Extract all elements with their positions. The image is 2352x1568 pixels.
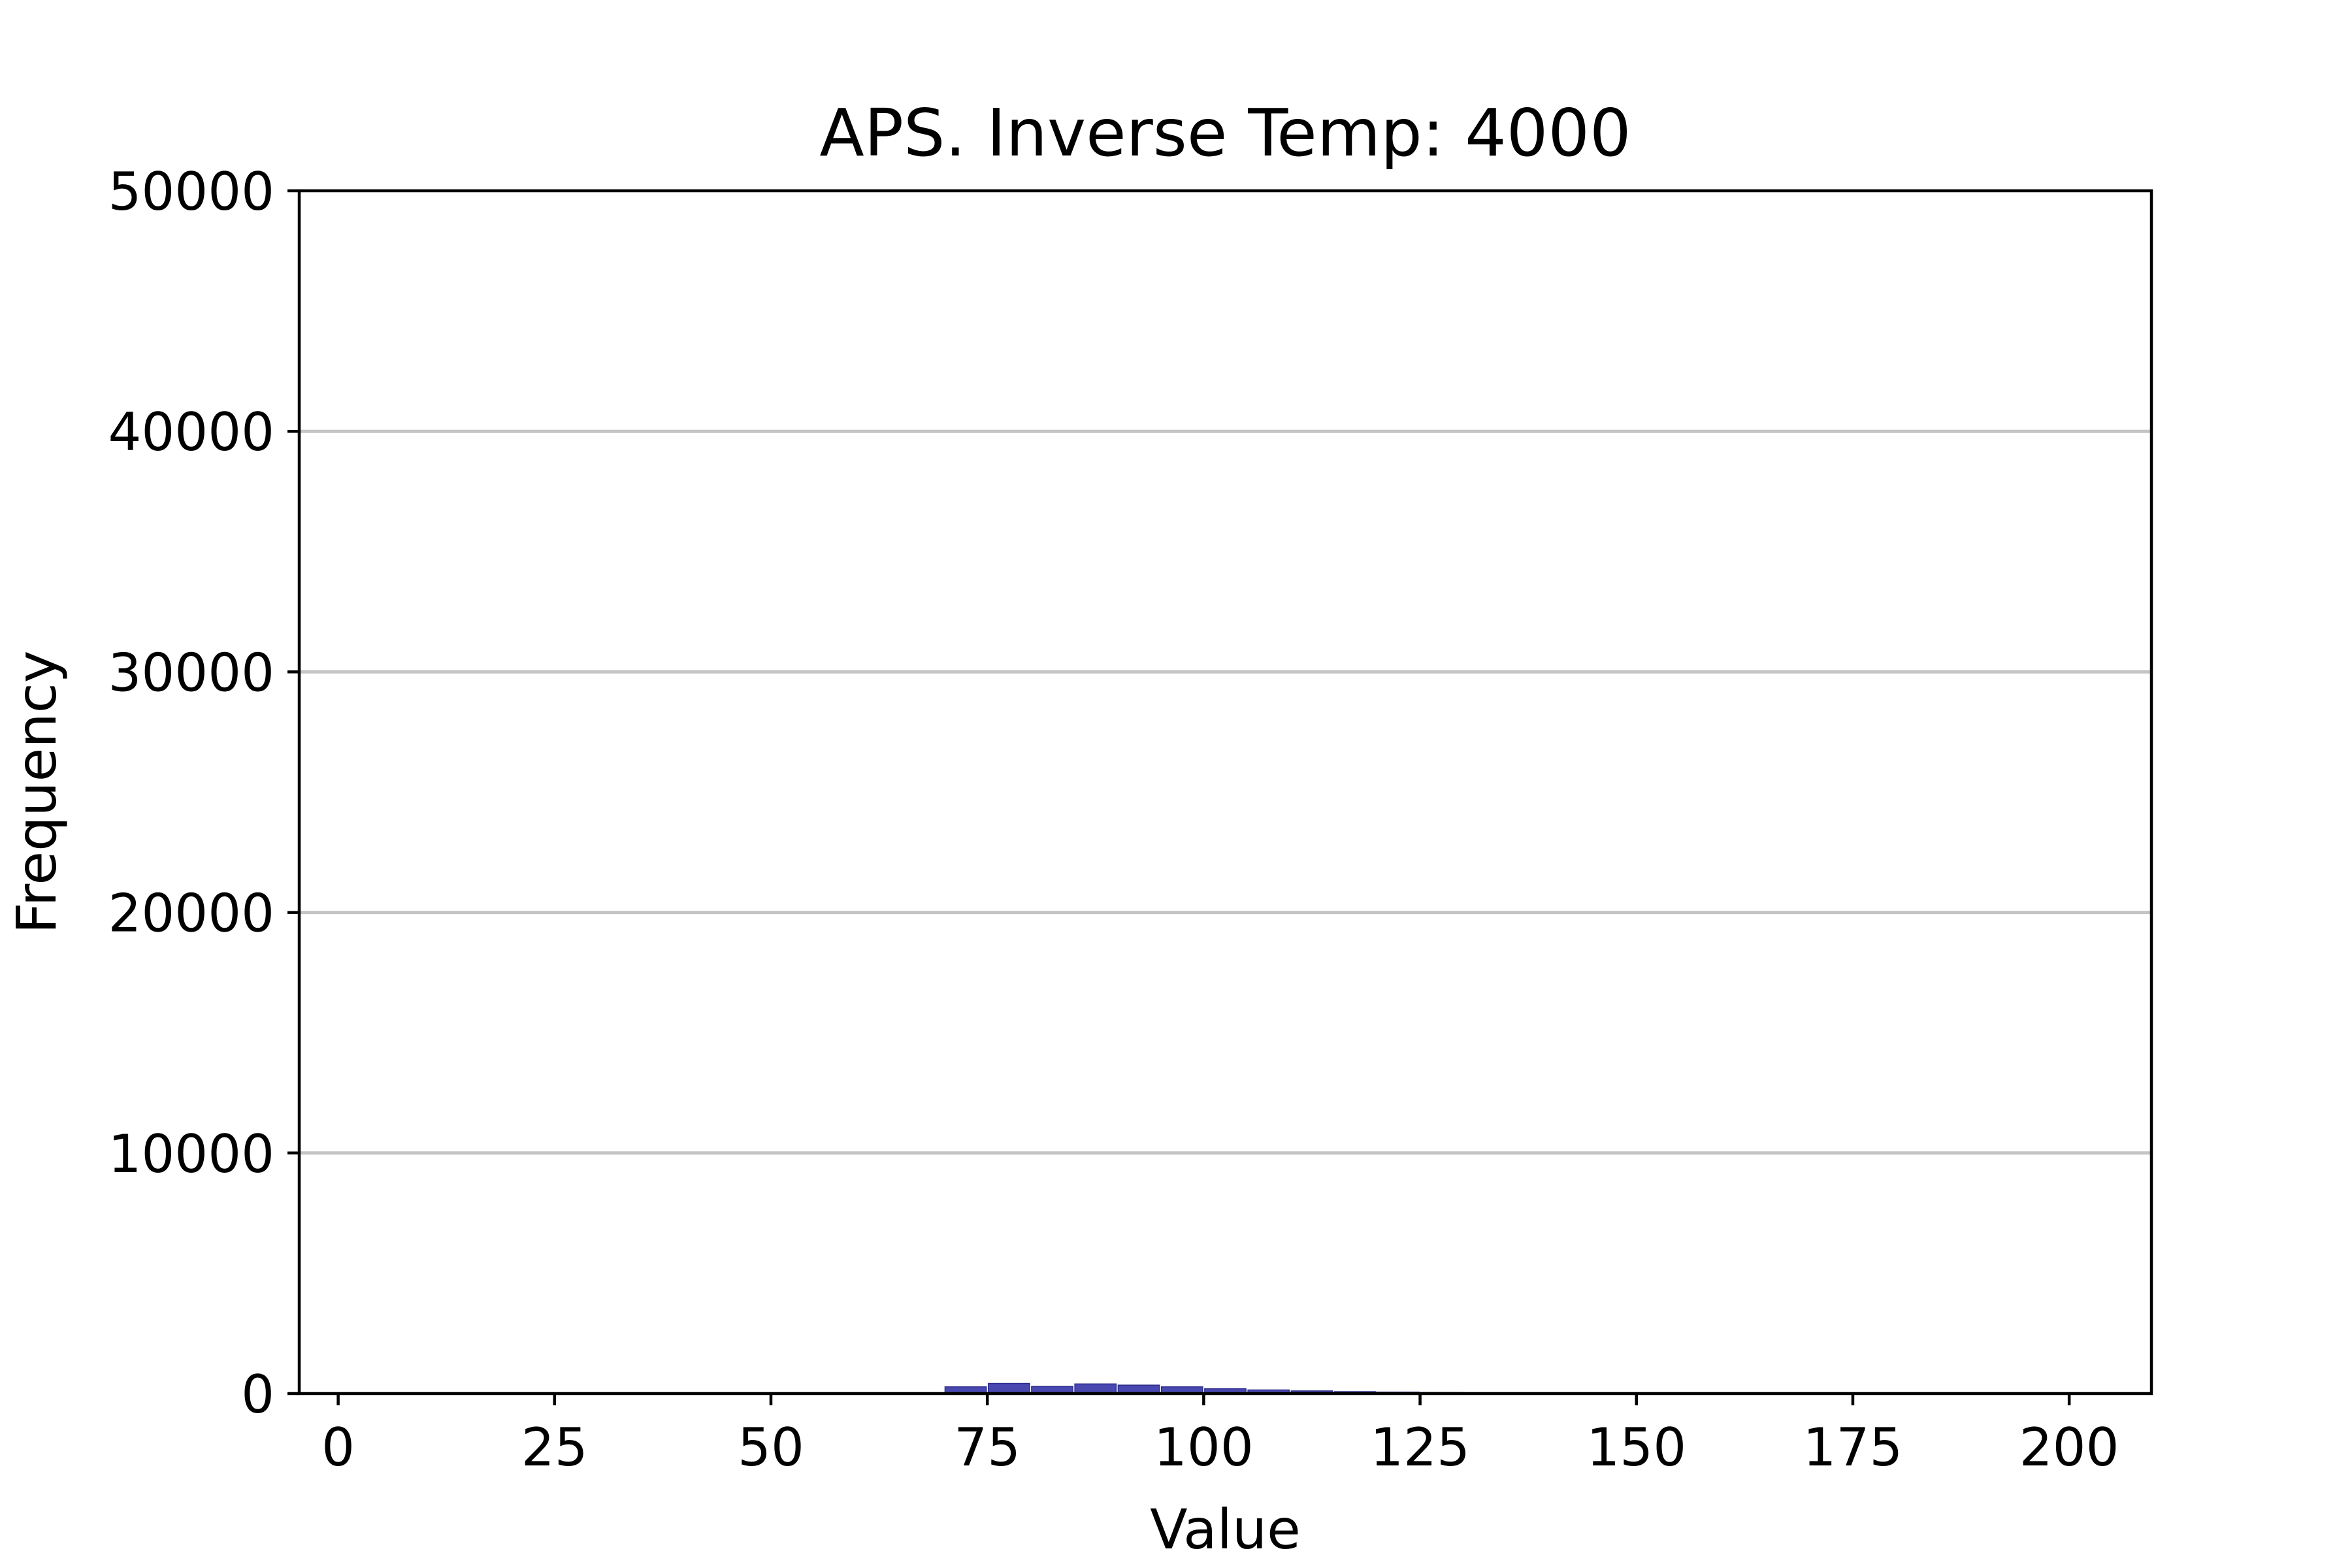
y-tick-label: 10000 (108, 1124, 275, 1184)
y-tick-label: 30000 (108, 642, 275, 703)
plot-area-frame (297, 189, 2153, 1396)
chart-title: APS. Inverse Temp: 4000 (819, 95, 1631, 171)
y-axis-ticks: 0 10000 20000 30000 40000 50000 (108, 161, 299, 1425)
x-tick-label: 50 (738, 1417, 804, 1478)
x-tick-label: 0 (321, 1417, 355, 1478)
grid-lines (299, 429, 2151, 1155)
x-tick-label: 200 (2019, 1417, 2119, 1478)
x-tick-label: 75 (954, 1417, 1021, 1478)
histogram-bars (944, 1382, 1463, 1394)
x-tick-label: 25 (521, 1417, 588, 1478)
x-tick-label: 100 (1154, 1417, 1254, 1478)
x-tick-label: 150 (1586, 1417, 1686, 1478)
x-tick-label: 125 (1370, 1417, 1470, 1478)
x-axis-label: Value (1150, 1497, 1301, 1561)
y-tick-label: 20000 (108, 883, 275, 944)
histogram-bar (987, 1382, 1030, 1394)
y-tick-label: 0 (241, 1364, 274, 1425)
y-tick-label: 40000 (108, 402, 275, 463)
y-axis-label: Frequency (5, 651, 69, 934)
x-axis-ticks: 0 25 50 75 100 125 150 175 200 (321, 1394, 2119, 1478)
y-tick-label: 50000 (108, 161, 275, 222)
x-tick-label: 175 (1803, 1417, 1903, 1478)
